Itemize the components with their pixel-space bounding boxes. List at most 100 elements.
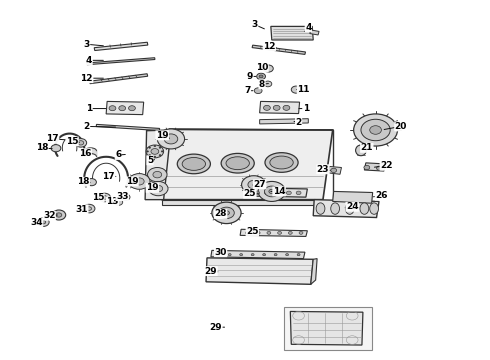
Polygon shape: [206, 258, 313, 284]
Text: 7: 7: [244, 86, 253, 95]
Text: 4: 4: [304, 23, 312, 32]
Polygon shape: [106, 102, 144, 114]
Circle shape: [273, 105, 280, 111]
Circle shape: [248, 180, 260, 189]
Circle shape: [51, 145, 61, 152]
Circle shape: [269, 189, 275, 194]
Circle shape: [119, 106, 125, 111]
Bar: [284, 307, 372, 350]
Polygon shape: [162, 129, 333, 200]
Circle shape: [217, 253, 220, 256]
Ellipse shape: [177, 154, 210, 174]
Text: 15: 15: [92, 193, 104, 202]
Circle shape: [37, 218, 49, 226]
Circle shape: [364, 165, 370, 170]
Circle shape: [56, 213, 62, 217]
Circle shape: [361, 119, 390, 141]
Polygon shape: [94, 42, 148, 50]
Circle shape: [376, 166, 382, 170]
Text: 2: 2: [294, 118, 302, 127]
Circle shape: [109, 106, 116, 111]
Polygon shape: [240, 229, 307, 237]
Circle shape: [274, 191, 279, 195]
Circle shape: [228, 253, 231, 256]
Text: 28: 28: [215, 210, 227, 219]
Text: 30: 30: [215, 248, 227, 257]
Ellipse shape: [265, 153, 298, 172]
Circle shape: [264, 81, 272, 87]
Ellipse shape: [226, 157, 249, 170]
Circle shape: [102, 196, 107, 199]
Ellipse shape: [345, 203, 354, 214]
Ellipse shape: [182, 157, 205, 170]
Polygon shape: [260, 102, 299, 113]
Circle shape: [154, 145, 156, 147]
Circle shape: [255, 191, 260, 195]
Text: 2: 2: [83, 122, 116, 131]
Circle shape: [274, 253, 277, 256]
Text: 27: 27: [253, 180, 266, 189]
Text: 14: 14: [271, 187, 285, 196]
Circle shape: [264, 65, 273, 72]
Circle shape: [147, 151, 148, 152]
Circle shape: [78, 141, 84, 145]
Text: 25: 25: [244, 189, 259, 198]
Text: 19: 19: [125, 177, 138, 186]
Text: 22: 22: [374, 161, 392, 170]
Ellipse shape: [221, 153, 254, 173]
Circle shape: [153, 171, 162, 178]
Circle shape: [151, 149, 159, 154]
Polygon shape: [145, 130, 171, 200]
Polygon shape: [162, 200, 323, 205]
Text: 20: 20: [384, 122, 407, 131]
Circle shape: [223, 211, 229, 215]
Polygon shape: [271, 26, 313, 40]
Circle shape: [240, 253, 243, 256]
Text: 18: 18: [36, 143, 52, 152]
Text: 29: 29: [209, 323, 224, 332]
Circle shape: [278, 231, 282, 234]
Text: 5: 5: [147, 156, 154, 165]
Text: 33: 33: [116, 192, 128, 201]
Circle shape: [265, 186, 279, 197]
Text: 29: 29: [205, 267, 218, 276]
Polygon shape: [90, 74, 147, 84]
Circle shape: [263, 253, 266, 256]
Circle shape: [264, 105, 270, 111]
Circle shape: [256, 231, 260, 234]
Text: 1: 1: [299, 104, 309, 113]
Text: 31: 31: [75, 205, 88, 214]
Text: 3: 3: [252, 20, 265, 29]
Text: 11: 11: [296, 85, 310, 94]
Circle shape: [148, 181, 168, 196]
Text: 6: 6: [115, 150, 125, 159]
Text: 17: 17: [46, 134, 66, 143]
Circle shape: [251, 253, 254, 256]
Polygon shape: [290, 311, 363, 345]
Circle shape: [87, 179, 97, 186]
Text: 18: 18: [77, 177, 90, 186]
Polygon shape: [328, 166, 342, 174]
Ellipse shape: [270, 156, 293, 169]
Polygon shape: [252, 45, 305, 54]
Ellipse shape: [360, 203, 369, 214]
Circle shape: [134, 178, 144, 185]
Circle shape: [354, 114, 397, 146]
Circle shape: [154, 185, 163, 192]
Polygon shape: [311, 258, 317, 284]
Text: 17: 17: [102, 172, 116, 181]
Text: 23: 23: [317, 165, 330, 174]
Circle shape: [242, 176, 266, 194]
Text: 16: 16: [79, 149, 92, 158]
Circle shape: [128, 174, 150, 189]
Text: 24: 24: [345, 202, 359, 211]
Polygon shape: [365, 163, 385, 171]
Polygon shape: [260, 119, 308, 124]
Circle shape: [146, 145, 164, 158]
Circle shape: [257, 73, 266, 80]
Circle shape: [164, 134, 178, 144]
Circle shape: [147, 167, 167, 182]
Circle shape: [212, 202, 241, 224]
Circle shape: [265, 191, 270, 195]
Circle shape: [87, 207, 92, 210]
